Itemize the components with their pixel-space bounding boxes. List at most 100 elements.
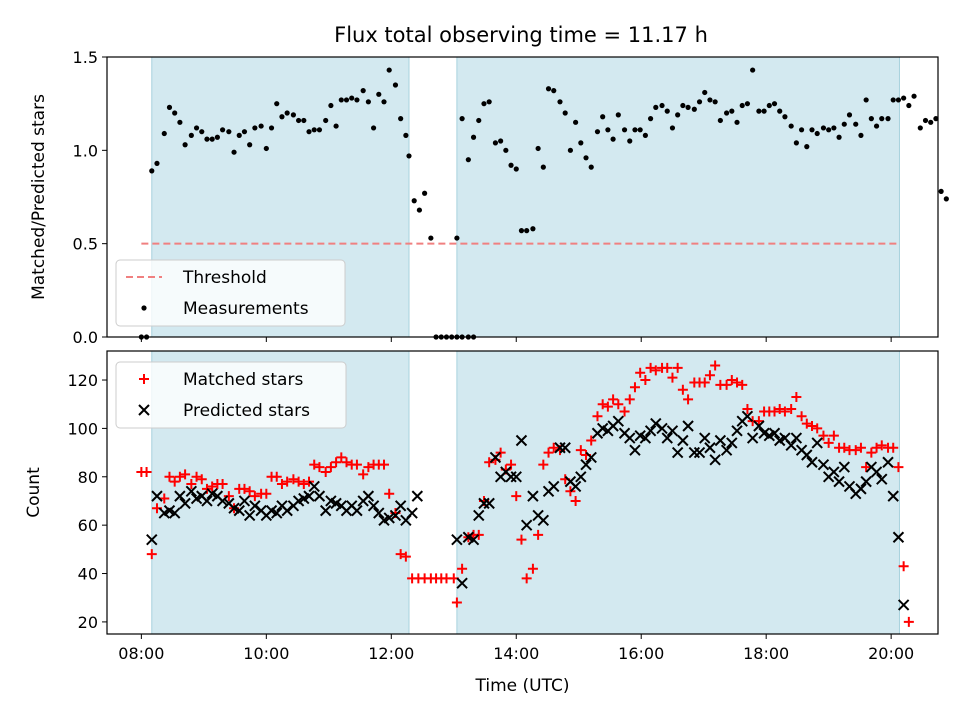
data-point (403, 132, 409, 138)
data-point (268, 125, 275, 131)
data-point (741, 410, 754, 423)
data-point (798, 127, 805, 133)
data-point (169, 476, 180, 487)
legend-marker (138, 404, 150, 416)
data-point (691, 106, 697, 112)
data-point (370, 125, 377, 131)
data-point (238, 495, 251, 507)
data-point (567, 147, 574, 153)
data-point (209, 136, 215, 142)
data-point (699, 432, 711, 444)
data-point (893, 462, 904, 473)
y-tick-label: 1.0 (73, 141, 98, 160)
data-point (551, 88, 557, 94)
data-point (518, 228, 525, 234)
data-point (188, 132, 194, 138)
chart-title: Flux total observing time = 11.17 h (334, 23, 708, 47)
data-point (796, 411, 807, 422)
data-point (379, 459, 389, 470)
data-point (737, 379, 748, 390)
data-point (193, 125, 200, 131)
data-point (151, 490, 163, 502)
data-point (216, 495, 229, 507)
data-point (527, 563, 538, 574)
data-point (879, 116, 885, 122)
y-tick-label: 120 (67, 371, 98, 390)
data-point (367, 500, 380, 512)
data-point (530, 226, 536, 232)
data-point (860, 475, 872, 488)
data-point (855, 483, 867, 495)
data-point (858, 132, 864, 138)
data-point (389, 509, 402, 522)
data-point (647, 116, 654, 122)
data-point (812, 423, 823, 434)
data-point (182, 142, 188, 148)
data-point (720, 444, 733, 456)
data-point (600, 114, 606, 120)
data-point (545, 86, 552, 92)
data-point (154, 160, 160, 166)
data-point (141, 466, 152, 477)
data-point (624, 394, 635, 405)
data-point (661, 432, 673, 444)
data-point (219, 127, 226, 133)
data-point (721, 379, 732, 390)
data-point (166, 104, 173, 110)
data-point (456, 577, 468, 589)
data-point (313, 490, 326, 502)
legend-label: Matched stars (183, 370, 303, 390)
data-point (473, 529, 484, 540)
data-point (861, 462, 872, 473)
data-point (416, 207, 423, 213)
data-point (922, 117, 929, 124)
data-point (870, 466, 883, 478)
data-point (383, 512, 395, 524)
data-point (788, 123, 794, 129)
axes-ticks: 20 40 60 80 100 120 08:00 10:00 12:00 14:00 16:00 1… (67, 371, 914, 663)
data-point (428, 235, 434, 241)
data-point (642, 132, 648, 138)
data-point (702, 89, 708, 96)
data-point (451, 533, 463, 546)
legend-label: Threshold (182, 268, 267, 288)
data-point (817, 458, 830, 471)
data-point (261, 488, 272, 499)
data-point (336, 452, 347, 463)
observing-windows (151, 56, 900, 338)
data-point (613, 399, 624, 410)
data-point (806, 456, 818, 468)
data-point (521, 573, 532, 584)
data-point (933, 116, 939, 122)
data-point (804, 144, 810, 150)
data-point (174, 471, 185, 482)
data-point (724, 110, 730, 116)
data-point (207, 481, 218, 492)
data-point (717, 117, 723, 124)
data-point (159, 493, 170, 504)
data-point (231, 149, 237, 155)
data-point (543, 447, 554, 458)
data-point (325, 462, 336, 473)
y-tick-label: 80 (78, 468, 98, 487)
data-point (850, 445, 861, 456)
data-point (629, 382, 640, 393)
data-point (358, 469, 369, 480)
data-point (524, 228, 530, 234)
data-point (640, 375, 651, 386)
data-point (276, 479, 287, 490)
data-point (508, 162, 514, 168)
data-point (887, 490, 899, 502)
data-point (263, 145, 269, 152)
star-count-panel: 20 40 60 80 100 120 08:00 10:00 12:00 14:00 16:00 1… (24, 350, 939, 696)
data-point (801, 418, 812, 429)
data-point (510, 471, 522, 483)
data-point (855, 442, 866, 453)
data-point (627, 138, 633, 144)
data-point (498, 138, 504, 144)
data-point (168, 507, 181, 519)
data-point (562, 110, 568, 116)
data-point (732, 377, 743, 388)
data-point (688, 446, 701, 459)
x-tick-label: 16:00 (618, 644, 664, 663)
